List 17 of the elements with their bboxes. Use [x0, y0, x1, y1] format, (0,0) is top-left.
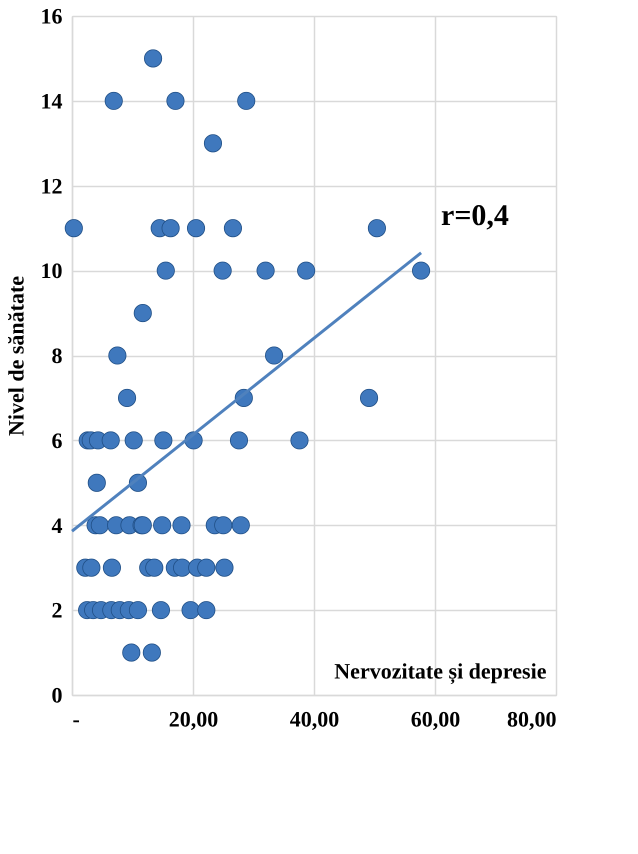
annotation: r=0,4 [441, 199, 509, 232]
x-tick-label: 40,00 [290, 706, 340, 732]
x-tick-label: - [72, 706, 80, 732]
y-axis-title: Nivel de sănătate [4, 276, 28, 436]
x-tick-label: 60,00 [410, 706, 460, 732]
x-axis-title: Nervozitate și depresie [334, 658, 547, 684]
y-tick-label: 12 [40, 173, 62, 198]
y-tick-label: 2 [52, 598, 62, 623]
y-tick-label: 4 [52, 512, 62, 538]
y-tick-label: 8 [52, 343, 62, 368]
y-tick-label: 6 [52, 428, 62, 453]
y-tick-label: 16 [40, 4, 62, 28]
y-tick-label: 0 [52, 682, 62, 708]
x-tick-label: 20,00 [168, 706, 218, 732]
y-tick-label: 14 [40, 88, 62, 114]
x-tick-label: 80,00 [507, 706, 556, 732]
y-tick-label: 10 [40, 258, 62, 284]
